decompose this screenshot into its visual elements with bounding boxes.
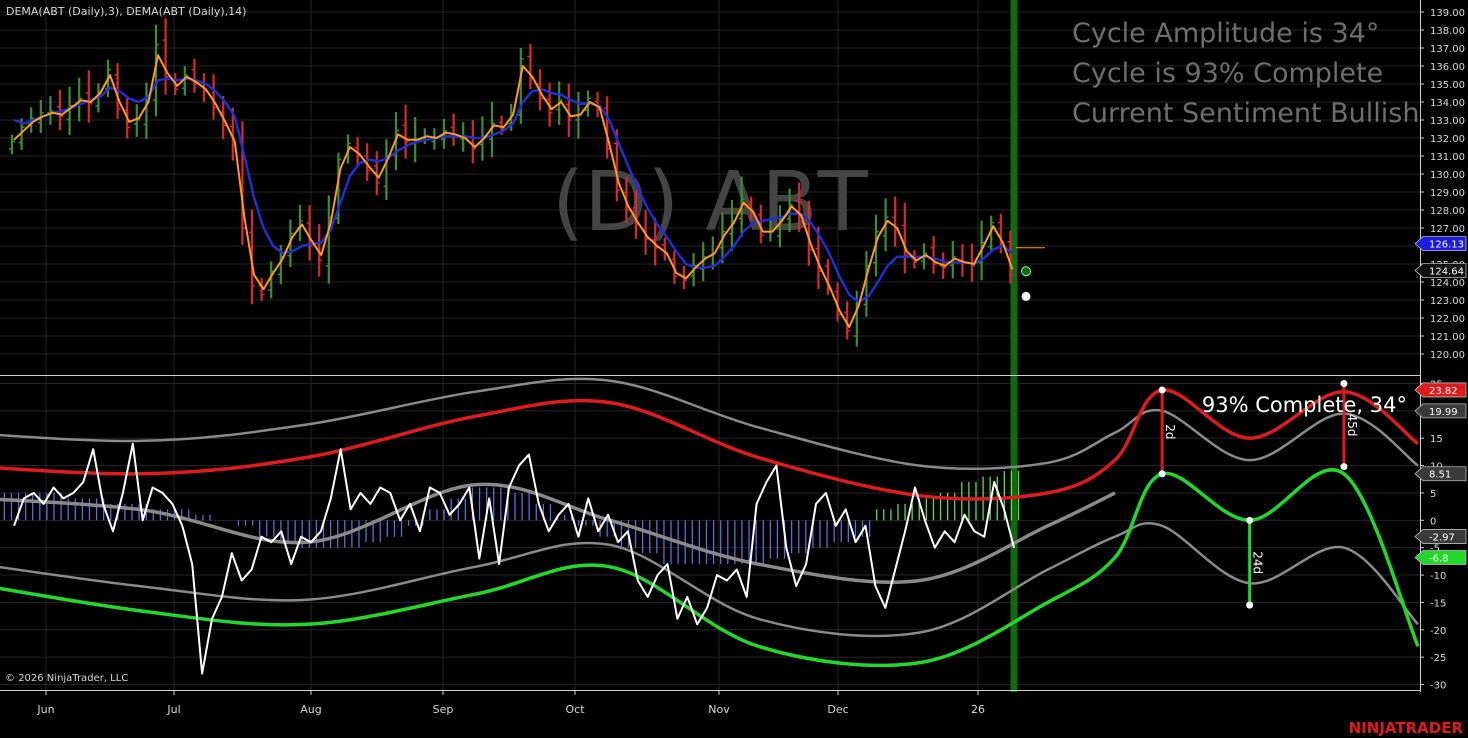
osc-tick-label: 0 xyxy=(1430,516,1436,527)
axis-value-badges: 126.13 124.64 23.82 19.99 8.51 -2.97 -6.8 xyxy=(1414,236,1467,565)
badge-shape xyxy=(1414,550,1467,565)
price-tick-label: 127.00 xyxy=(1430,224,1465,235)
badge-label: 19.99 xyxy=(1429,407,1458,418)
value-badge: 126.13 xyxy=(1414,236,1467,252)
x-tick-label: Oct xyxy=(565,703,585,716)
osc-tick-label: 15 xyxy=(1430,434,1443,445)
date-x-axis[interactable]: Jun Jul Aug Sep Oct Nov Dec 26 xyxy=(36,690,985,716)
x-tick-label: Jul xyxy=(166,703,180,716)
badge-label: -6.8 xyxy=(1429,554,1449,565)
osc-tick-label: -15 xyxy=(1430,598,1446,609)
cycle-note: 93% Complete, 34° xyxy=(1202,393,1407,417)
x-tick-label: Jun xyxy=(36,703,54,716)
cycle-point-bottom xyxy=(1158,470,1166,478)
x-tick-label: Sep xyxy=(433,703,454,716)
osc-tick-label: -10 xyxy=(1430,571,1446,582)
cycle-point-bottom xyxy=(1340,463,1348,471)
badge-shape xyxy=(1414,236,1467,252)
price-tick-label: 134.00 xyxy=(1430,98,1465,109)
x-tick-label: Aug xyxy=(300,703,321,716)
price-tick-label: 128.00 xyxy=(1430,206,1465,217)
indicator-label: DEMA(ABT (Daily),3), DEMA(ABT (Daily),14… xyxy=(6,5,246,18)
value-badge: 8.51 xyxy=(1414,466,1467,482)
copyright-text: © 2026 NinjaTrader, LLC xyxy=(5,673,128,684)
green-signal-dot xyxy=(1021,266,1031,277)
price-tick-label: 139.00 xyxy=(1430,8,1465,19)
price-tick-label: 136.00 xyxy=(1430,62,1465,73)
cycle-point-top xyxy=(1340,379,1348,387)
oscillator-line xyxy=(13,442,1015,675)
oscillator-pane: 2d 24d 45d xyxy=(0,377,1420,675)
osc-tick-label: 5 xyxy=(1430,489,1436,500)
badge-label: 126.13 xyxy=(1429,240,1464,251)
value-badge: 124.64 xyxy=(1414,263,1467,278)
osc-tick-label: -30 xyxy=(1430,681,1446,692)
value-badge: -6.8 xyxy=(1414,550,1467,565)
dema-slow-line xyxy=(13,77,1014,304)
white-signal-dot xyxy=(1021,291,1031,301)
badge-shape xyxy=(1414,466,1467,482)
price-tick-label: 120.00 xyxy=(1430,350,1465,361)
cycle-info-panel: Cycle Amplitude is 34° Cycle is 93% Comp… xyxy=(1072,18,1419,129)
value-badge: 19.99 xyxy=(1414,403,1467,419)
cycle-interval-label: 2d xyxy=(1163,424,1177,439)
price-tick-label: 121.00 xyxy=(1430,332,1465,343)
badge-shape xyxy=(1414,382,1467,398)
value-badge: 23.82 xyxy=(1414,382,1467,398)
badge-label: 23.82 xyxy=(1429,386,1458,397)
price-tick-label: 133.00 xyxy=(1430,116,1465,127)
price-tick-label: 129.00 xyxy=(1430,188,1465,199)
badge-shape xyxy=(1414,263,1467,278)
dema-fast-line xyxy=(13,54,1014,328)
price-tick-label: 124.00 xyxy=(1430,278,1465,289)
cycle-complete-text: Cycle is 93% Complete xyxy=(1072,58,1383,89)
upper-band xyxy=(0,388,1420,501)
badge-label: -2.97 xyxy=(1429,533,1455,544)
sentiment-text: Current Sentiment Bullish xyxy=(1072,98,1419,129)
osc-tick-label: -5 xyxy=(1430,544,1440,555)
cycle-point-top xyxy=(1246,516,1254,524)
price-tick-label: 137.00 xyxy=(1430,44,1465,55)
lower-inner-band xyxy=(0,521,1419,638)
value-badge: -2.97 xyxy=(1414,529,1467,544)
price-tick-label: 122.00 xyxy=(1430,314,1465,325)
price-tick-label: 132.00 xyxy=(1430,134,1465,145)
osc-tick-label: -20 xyxy=(1430,626,1446,637)
price-pane xyxy=(9,18,1045,347)
badge-label: 8.51 xyxy=(1429,470,1451,481)
x-tick-label: Dec xyxy=(827,703,848,716)
cycle-amplitude-text: Cycle Amplitude is 34° xyxy=(1072,18,1379,49)
upper-inner-band xyxy=(0,377,1419,470)
symbol-watermark: (D) ABT xyxy=(552,155,869,250)
cycle-interval-label: 45d xyxy=(1345,414,1359,437)
price-tick-label: 138.00 xyxy=(1430,26,1465,37)
price-tick-label: 135.00 xyxy=(1430,80,1465,91)
x-tick-label: 26 xyxy=(971,703,985,716)
price-tick-label: 123.00 xyxy=(1430,296,1465,307)
price-tick-label: 131.00 xyxy=(1430,152,1465,163)
x-tick-label: Nov xyxy=(708,703,730,716)
cycle-midline xyxy=(0,482,1116,584)
ninjatrader-logo: NINJATRADER xyxy=(1349,719,1464,737)
badge-label: 124.64 xyxy=(1429,266,1464,277)
osc-tick-label: -25 xyxy=(1430,653,1446,664)
price-tick-label: 130.00 xyxy=(1430,170,1465,181)
badge-shape xyxy=(1414,529,1467,544)
cycle-point-top xyxy=(1158,386,1166,394)
cycle-point-bottom xyxy=(1246,601,1254,609)
cycle-interval-label: 24d xyxy=(1251,551,1265,574)
badge-shape xyxy=(1414,403,1467,419)
